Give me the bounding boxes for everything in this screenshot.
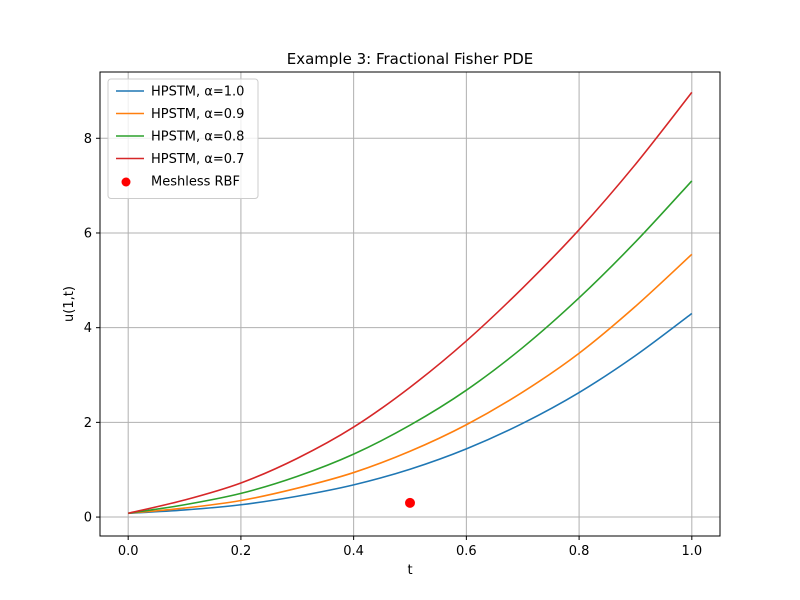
y-tick-label: 2 bbox=[84, 416, 92, 431]
legend-swatch-scatter bbox=[121, 177, 131, 187]
y-axis-label: u(1,t) bbox=[62, 286, 77, 322]
legend-label-3: HPSTM, α=0.7 bbox=[151, 152, 244, 167]
legend-label-0: HPSTM, α=1.0 bbox=[151, 85, 244, 100]
series-lines bbox=[127, 91, 693, 515]
legend-box bbox=[107, 78, 259, 199]
axis-ticks: 0.0 0.2 0.4 0.6 0.8 1.0 0 2 4 6 8 bbox=[84, 132, 702, 559]
x-axis-label: t bbox=[407, 563, 412, 578]
legend-label-1: HPSTM, α=0.9 bbox=[151, 107, 244, 122]
plot-frame bbox=[99, 71, 721, 537]
legend: HPSTM, α=1.0 HPSTM, α=0.9 HPSTM, α=0.8 HPST… bbox=[107, 78, 259, 199]
legend-label-2: HPSTM, α=0.8 bbox=[151, 130, 244, 145]
y-tick-label: 8 bbox=[84, 132, 92, 147]
x-tick-label: 0.0 bbox=[118, 544, 139, 559]
y-tick-label: 4 bbox=[84, 321, 92, 336]
legend-label-scatter: Meshless RBF bbox=[151, 175, 240, 190]
y-tick-label: 0 bbox=[84, 511, 92, 526]
chart-title: Example 3: Fractional Fisher PDE bbox=[287, 50, 533, 68]
grid-lines bbox=[100, 72, 720, 536]
x-tick-label: 0.2 bbox=[231, 544, 252, 559]
series-line-0 bbox=[128, 312, 693, 515]
x-tick-label: 0.8 bbox=[569, 544, 590, 559]
x-tick-label: 0.4 bbox=[343, 544, 364, 559]
scatter-points bbox=[405, 497, 415, 508]
y-tick-label: 6 bbox=[84, 226, 92, 241]
x-tick-label: 1.0 bbox=[681, 544, 702, 559]
series-line-3 bbox=[127, 91, 693, 515]
series-line-2 bbox=[128, 180, 693, 515]
meshless-rbf-point bbox=[405, 497, 415, 508]
x-tick-label: 0.6 bbox=[456, 544, 477, 559]
series-line-1 bbox=[128, 253, 693, 515]
